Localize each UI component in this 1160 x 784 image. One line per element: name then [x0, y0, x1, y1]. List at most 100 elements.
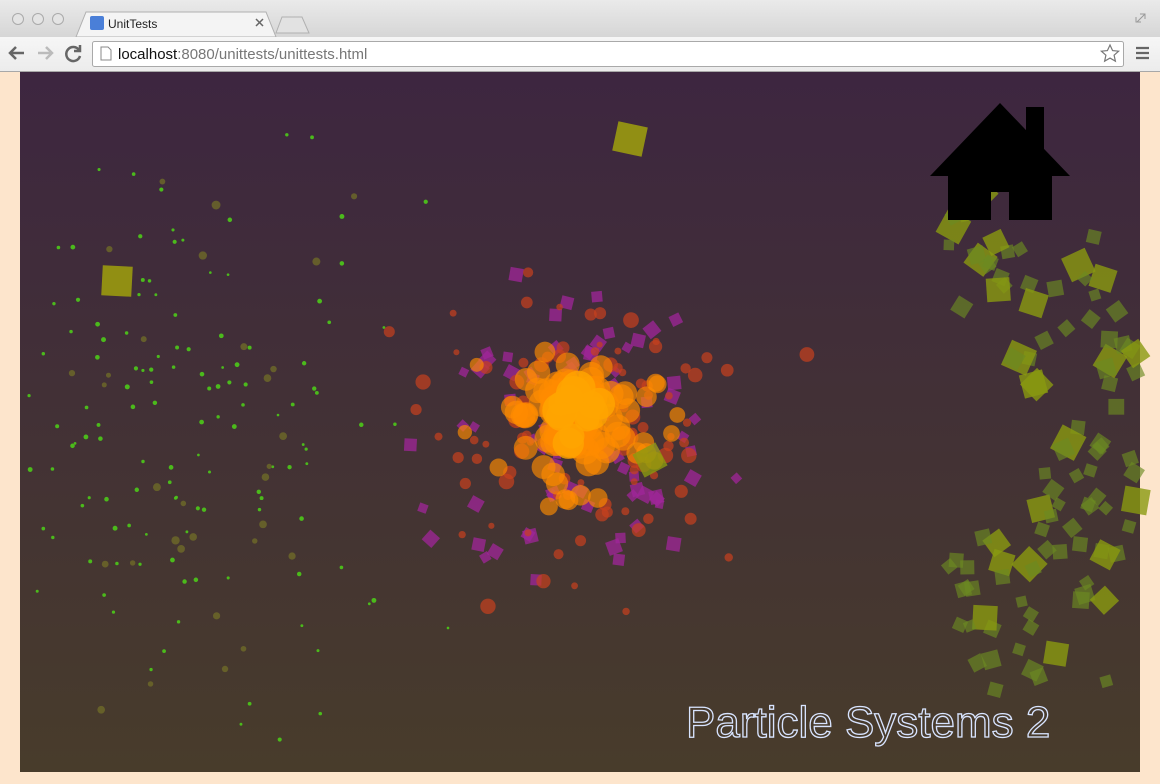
- particle: [159, 187, 164, 192]
- particle: [1043, 508, 1059, 524]
- particle: [1021, 658, 1044, 682]
- particle: [144, 532, 148, 536]
- particle: [622, 607, 630, 616]
- particle: [541, 462, 565, 487]
- particle: [171, 365, 176, 369]
- menu-button[interactable]: [1136, 46, 1149, 60]
- particle: [209, 271, 212, 274]
- forward-button[interactable]: [38, 46, 54, 60]
- particle: [106, 245, 113, 253]
- particle: [1011, 241, 1028, 258]
- particle: [288, 552, 296, 560]
- particle: [1068, 467, 1085, 484]
- particle: [1100, 330, 1119, 349]
- particle: [410, 403, 422, 416]
- particle: [50, 467, 55, 471]
- particle: [261, 473, 270, 481]
- home-icon[interactable]: [930, 103, 1070, 220]
- particle: [602, 326, 616, 340]
- particle: [199, 371, 205, 377]
- particle: [684, 512, 697, 525]
- window-minimize[interactable]: [32, 13, 44, 25]
- reload-button[interactable]: [65, 45, 82, 63]
- particle: [630, 478, 638, 486]
- particle: [27, 393, 31, 398]
- particle: [241, 403, 245, 407]
- particle: [1062, 517, 1083, 539]
- particle: [1105, 300, 1129, 323]
- particle: [172, 239, 177, 244]
- particle: [680, 363, 691, 374]
- particle: [614, 347, 622, 355]
- particle: [588, 488, 608, 508]
- particle: [115, 561, 119, 566]
- particle: [318, 711, 323, 716]
- particle: [520, 296, 533, 309]
- particle: [141, 459, 145, 464]
- url-box[interactable]: [92, 41, 1124, 67]
- particle: [486, 543, 504, 561]
- particle: [181, 238, 185, 242]
- particle: [339, 261, 345, 266]
- particle: [1002, 347, 1026, 371]
- particle: [457, 425, 472, 440]
- particle: [296, 571, 302, 577]
- particle: [199, 419, 204, 425]
- particle: [175, 345, 180, 350]
- particle: [247, 701, 252, 706]
- particle: [681, 447, 697, 464]
- particle: [679, 437, 690, 448]
- particle: [966, 245, 987, 266]
- particle: [628, 471, 640, 482]
- particle: [452, 451, 464, 464]
- particle: [574, 406, 600, 432]
- particle: [112, 525, 118, 531]
- particle: [252, 538, 258, 544]
- particle: [101, 560, 109, 568]
- particle: [227, 217, 233, 223]
- new-tab[interactable]: [275, 16, 310, 34]
- particle: [1024, 560, 1042, 578]
- fullscreen[interactable]: [1135, 13, 1146, 23]
- particle: [575, 535, 587, 547]
- particle: [277, 737, 282, 742]
- particle: [1012, 642, 1026, 657]
- particle: [1042, 478, 1065, 502]
- particle: [1108, 398, 1125, 415]
- particle: [256, 489, 262, 495]
- tab-close[interactable]: [255, 18, 264, 27]
- tab-title: UnitTests: [108, 17, 157, 31]
- particle: [665, 391, 673, 400]
- particle: [231, 424, 237, 429]
- bookmark-star[interactable]: [1099, 43, 1121, 63]
- particle: [482, 440, 490, 448]
- window-close[interactable]: [12, 13, 24, 25]
- url-host: localhost: [118, 46, 178, 63]
- particle: [141, 368, 145, 373]
- particle: [149, 367, 154, 372]
- particle: [195, 506, 200, 511]
- particle: [41, 352, 46, 356]
- window-zoom[interactable]: [52, 13, 64, 25]
- particle: [471, 453, 483, 465]
- particle: [130, 404, 136, 410]
- back-button[interactable]: [8, 46, 24, 60]
- particle: [171, 536, 180, 545]
- particle: [403, 438, 418, 452]
- particle: [133, 366, 139, 371]
- particle: [339, 565, 344, 570]
- particle: [73, 442, 77, 445]
- particle: [52, 301, 56, 306]
- particle: [279, 432, 288, 441]
- particle: [312, 257, 321, 266]
- particle: [508, 266, 524, 283]
- tab[interactable]: [75, 11, 277, 38]
- particle: [198, 251, 207, 260]
- particle: [95, 321, 100, 327]
- particle: [687, 367, 703, 383]
- particle: [393, 422, 397, 427]
- particle: [134, 487, 140, 492]
- particle: [263, 374, 272, 382]
- particle: [1088, 263, 1118, 293]
- particle: [636, 386, 657, 408]
